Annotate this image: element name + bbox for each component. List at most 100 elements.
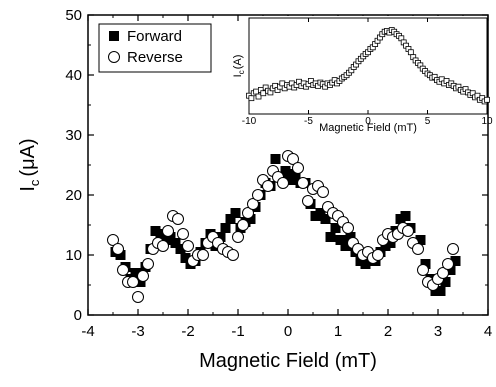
legend-label-reverse: Reverse — [127, 49, 183, 66]
reverse-point — [442, 258, 454, 270]
main-y-label-symbol: I — [17, 186, 39, 192]
inset-point — [260, 90, 267, 97]
main-y-axis-label-text: Ic (μA) — [17, 138, 42, 191]
inset-x-tick-label: -5 — [304, 116, 313, 127]
reverse-point — [317, 186, 329, 198]
reverse-point — [237, 219, 249, 231]
x-tick-label: 0 — [284, 323, 292, 340]
reverse-point — [157, 240, 169, 252]
inset-x-tick-label: 5 — [425, 116, 431, 127]
forward-point — [175, 244, 186, 254]
forward-point — [445, 265, 456, 275]
x-tick-label: 3 — [434, 323, 442, 340]
forward-point — [440, 277, 451, 287]
reverse-point — [342, 222, 354, 234]
inset-point — [279, 80, 286, 87]
reverse-point — [287, 153, 299, 165]
inset-point — [484, 96, 490, 103]
forward-point — [420, 259, 431, 269]
x-tick-label: -4 — [81, 323, 94, 340]
reverse-point — [262, 180, 274, 192]
forward-point — [135, 277, 146, 287]
reverse-point — [117, 264, 129, 276]
forward-point — [415, 235, 426, 245]
reverse-point — [162, 225, 174, 237]
forward-point — [180, 253, 191, 263]
reverse-point — [292, 162, 304, 174]
forward-point — [225, 214, 236, 224]
forward-point — [280, 166, 291, 176]
forward-point — [400, 211, 411, 221]
inset-ticks: -10 -5 0 5 10 — [242, 18, 493, 127]
forward-point — [315, 208, 326, 218]
inset-x-tick-label: 0 — [365, 116, 371, 127]
reverse-point — [137, 270, 149, 282]
main-y-label-unit: (μA) — [17, 138, 39, 176]
reverse-point — [112, 243, 124, 255]
main-x-axis-label: Magnetic Field (mT) — [199, 350, 377, 372]
y-tick-label: 20 — [65, 187, 82, 204]
x-tick-label: 1 — [334, 323, 342, 340]
y-tick-label: 10 — [65, 247, 82, 264]
reverse-point — [372, 249, 384, 261]
inset-y-axis-label-text: Ic(A) — [232, 55, 246, 78]
forward-point — [360, 259, 371, 269]
inset-point — [255, 93, 262, 100]
reverse-point — [232, 231, 244, 243]
x-tick-label: 2 — [384, 323, 392, 340]
forward-point — [285, 175, 296, 185]
reverse-point — [242, 207, 254, 219]
forward-point — [130, 268, 141, 278]
inset-point — [253, 88, 260, 95]
inset-y-label-symbol: I — [232, 74, 244, 77]
reverse-point — [247, 198, 259, 210]
inset-x-axis-label: Magnetic Field (mT) — [319, 122, 417, 134]
x-tick-label: -3 — [131, 323, 144, 340]
reverse-point — [252, 189, 264, 201]
forward-point — [385, 238, 396, 248]
y-tick-label: 30 — [65, 127, 82, 144]
reverse-point — [142, 258, 154, 270]
forward-point — [155, 229, 166, 239]
forward-point — [245, 214, 256, 224]
forward-point — [165, 232, 176, 242]
reverse-point — [107, 234, 119, 246]
inset-x-tick-label: 10 — [481, 116, 493, 127]
forward-point — [215, 232, 226, 242]
reverse-point — [437, 267, 449, 279]
reverse-point — [197, 249, 209, 261]
reverse-point — [182, 240, 194, 252]
reverse-point — [127, 276, 139, 288]
forward-point — [450, 256, 461, 266]
y-tick-label: 40 — [65, 67, 82, 84]
x-tick-label: -2 — [181, 323, 194, 340]
inset-x-tick-label: -10 — [242, 116, 257, 127]
forward-point — [270, 154, 281, 164]
forward-point — [290, 169, 301, 179]
forward-point — [335, 235, 346, 245]
reverse-point — [277, 177, 289, 189]
inset-points — [246, 27, 490, 105]
reverse-point — [402, 225, 414, 237]
forward-point — [170, 238, 181, 248]
forward-point — [230, 208, 241, 218]
main-y-axis-label: Ic (μA) — [17, 138, 42, 191]
forward-point — [115, 250, 126, 260]
inset-chart: -10 -5 0 5 10 Magnetic Field (mT) Ic(A) — [232, 16, 493, 134]
forward-point — [435, 286, 446, 296]
forward-point — [320, 214, 331, 224]
forward-point — [220, 223, 231, 233]
forward-point — [340, 241, 351, 251]
main-y-label-subscript: c — [27, 179, 42, 186]
forward-point — [345, 232, 356, 242]
y-tick-label: 50 — [65, 7, 82, 24]
inset-y-label-unit: (A) — [232, 55, 244, 70]
inset-y-label-subscript: c — [237, 70, 246, 74]
legend: Forward Reverse — [98, 23, 212, 73]
legend-marker-reverse — [108, 51, 120, 63]
inset-point — [407, 49, 414, 56]
legend-marker-forward — [109, 31, 119, 41]
reverse-point — [132, 291, 144, 303]
reverse-point — [447, 243, 459, 255]
reverse-point — [302, 195, 314, 207]
